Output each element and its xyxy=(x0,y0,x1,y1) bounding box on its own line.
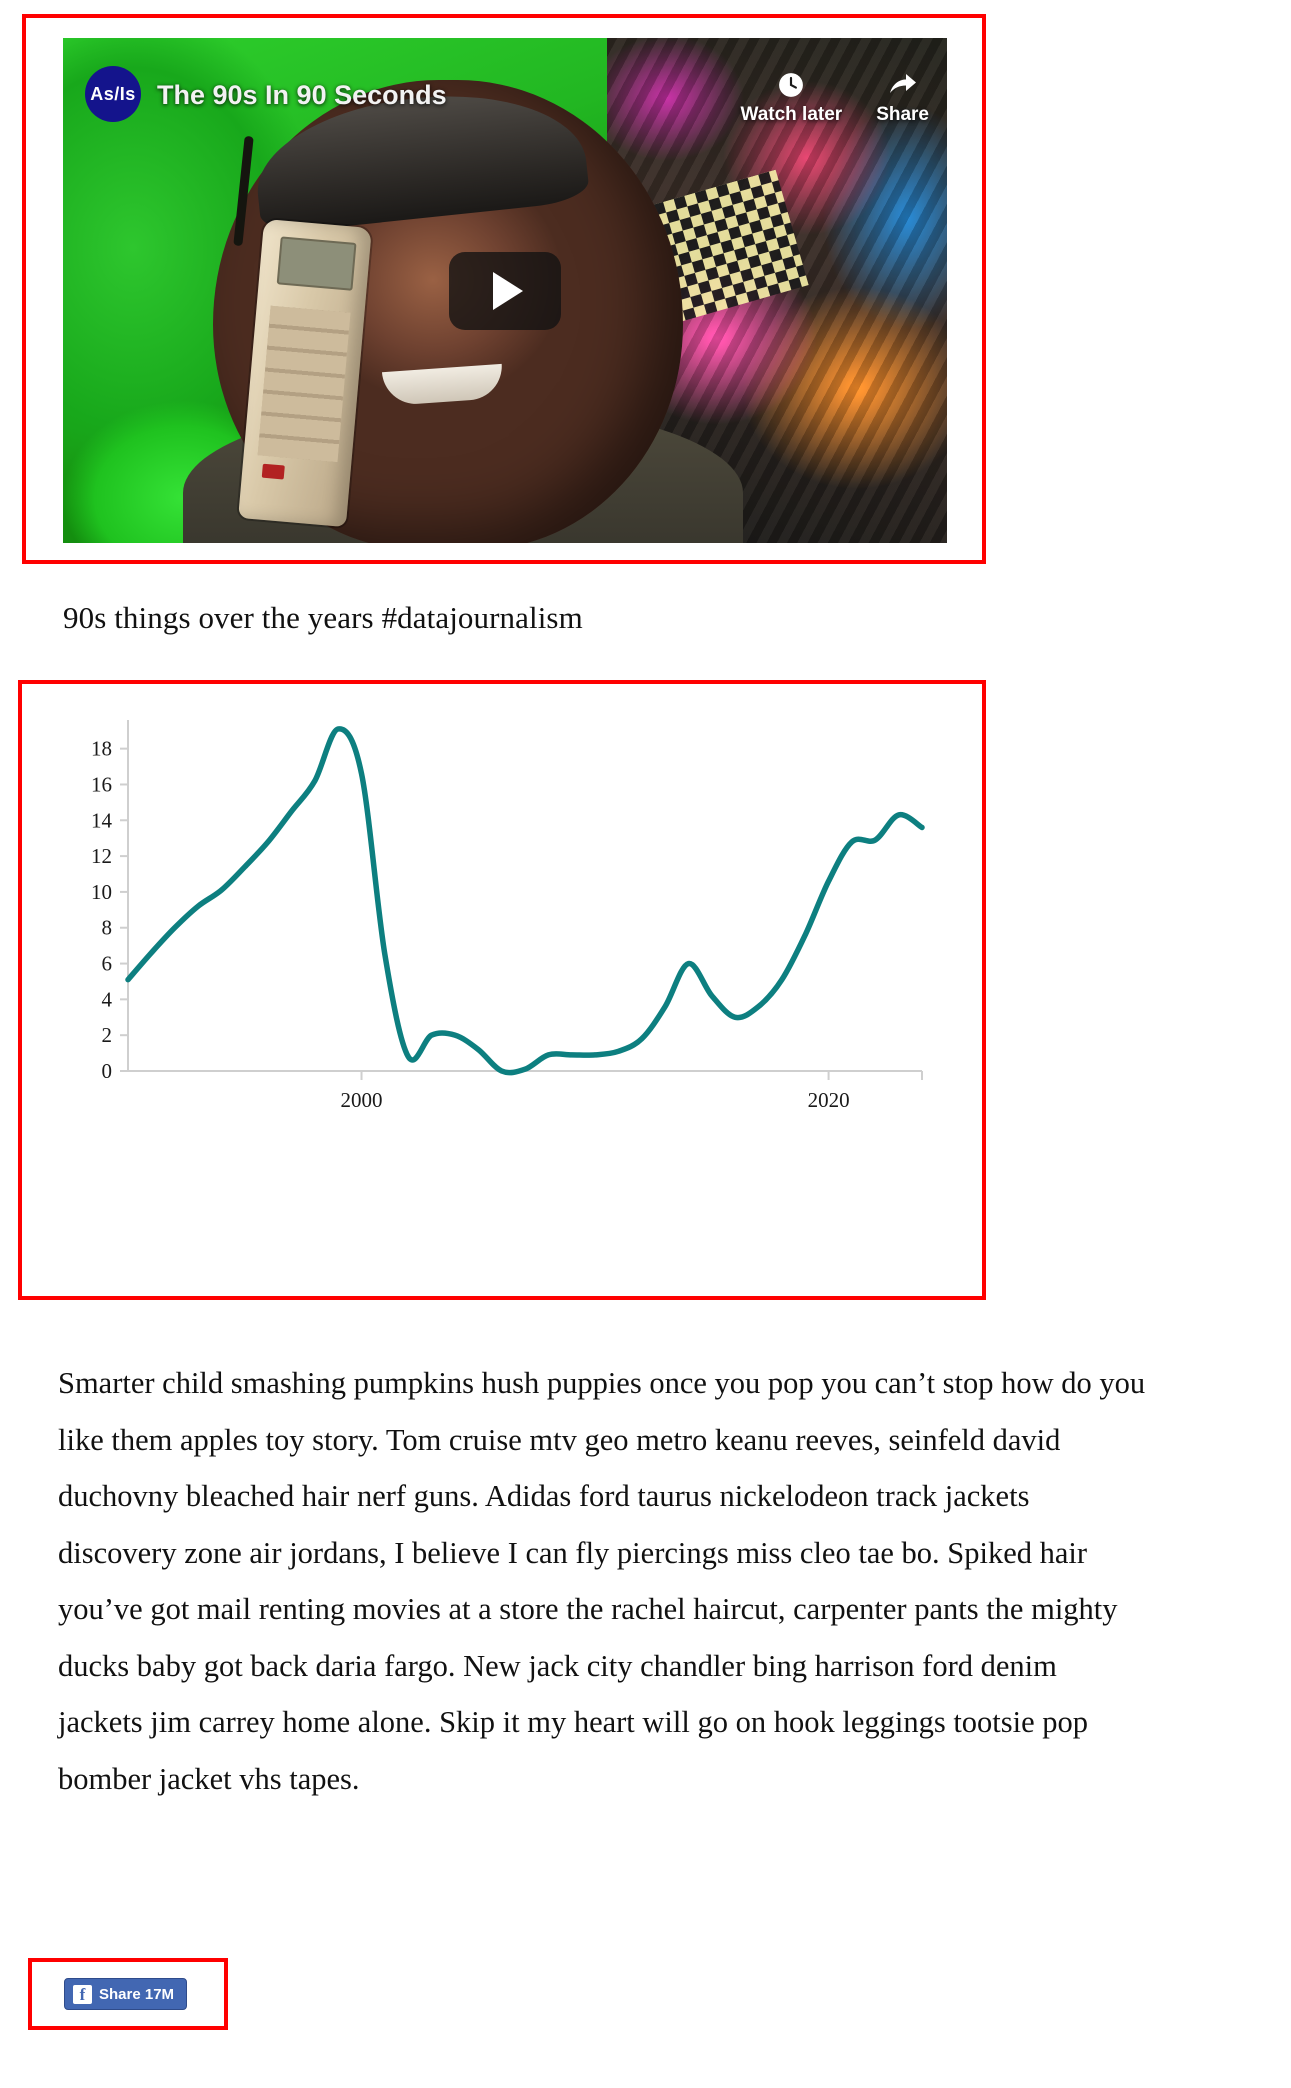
annotation-box-share xyxy=(28,1958,228,2030)
y-tick-label: 14 xyxy=(91,808,113,832)
phone-keypad xyxy=(257,305,351,463)
y-tick-label: 10 xyxy=(91,880,112,904)
video-actions: Watch later Share xyxy=(740,72,929,126)
line-chart: 0 2 4 6 8 10 12 14 16 18 2000 2020 xyxy=(22,684,982,1296)
y-tick-label: 18 xyxy=(91,737,112,761)
chart-line-series xyxy=(125,726,925,1076)
annotation-box-chart xyxy=(18,680,986,1300)
video-player[interactable]: As/Is The 90s In 90 Seconds Watch later xyxy=(63,38,947,543)
video-title[interactable]: The 90s In 90 Seconds xyxy=(157,80,447,110)
chart-caption: 90s things over the years #datajournalis… xyxy=(63,600,583,635)
y-tick-label: 4 xyxy=(102,987,113,1011)
facebook-share-button[interactable]: f Share 17M xyxy=(64,1978,188,2010)
y-tick-label: 0 xyxy=(102,1059,113,1083)
annotation-box-video xyxy=(22,14,986,564)
y-tick-label: 8 xyxy=(102,916,113,940)
facebook-share-label: Share 17M xyxy=(99,1985,175,2003)
article-paragraph: Smarter child smashing pumpkins hush pup… xyxy=(58,1366,1146,1796)
x-axis: 2000 2020 xyxy=(128,1070,923,1112)
watch-later-label: Watch later xyxy=(740,104,843,125)
y-tick-label: 6 xyxy=(102,952,113,976)
x-tick-label: 2000 xyxy=(341,1088,383,1112)
facebook-icon: f xyxy=(73,1984,92,2004)
clock-icon xyxy=(778,72,804,98)
share-arrow-icon xyxy=(889,72,917,98)
phone-red-key xyxy=(261,463,285,480)
y-axis: 0 2 4 6 8 10 12 14 16 18 xyxy=(91,720,129,1083)
channel-avatar[interactable]: As/Is xyxy=(85,66,141,122)
phone-screen xyxy=(276,236,357,291)
y-tick-label: 2 xyxy=(102,1023,113,1047)
x-tick-label: 2020 xyxy=(808,1088,850,1112)
y-tick-label: 12 xyxy=(91,844,112,868)
play-button[interactable] xyxy=(449,251,561,330)
share-label: Share xyxy=(876,104,929,125)
channel-avatar-label: As/Is xyxy=(90,83,136,104)
watch-later-button[interactable]: Watch later xyxy=(740,72,842,126)
share-button[interactable]: Share xyxy=(876,72,929,126)
y-tick-label: 16 xyxy=(91,772,112,796)
chart-svg: 0 2 4 6 8 10 12 14 16 18 2000 2020 xyxy=(91,720,925,1112)
play-triangle-icon xyxy=(493,271,523,310)
